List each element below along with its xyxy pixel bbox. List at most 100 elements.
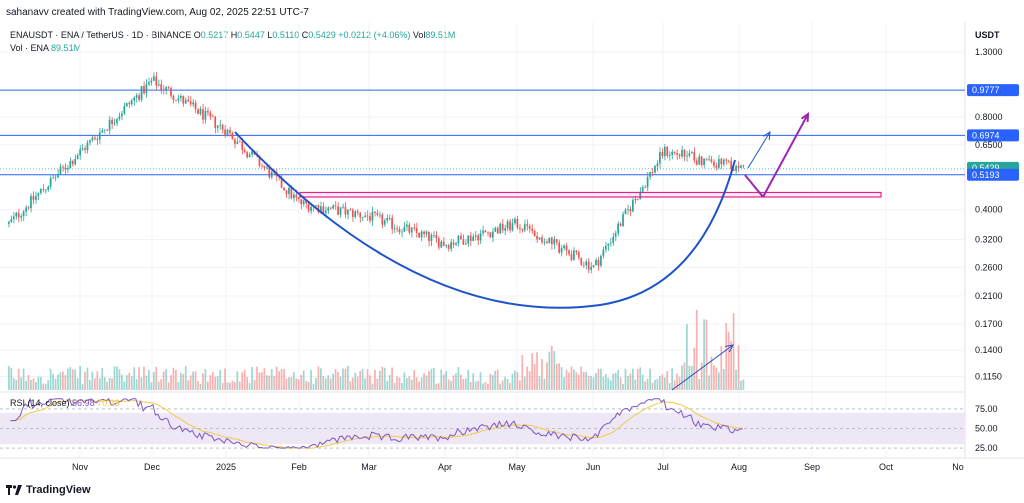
volume-bar xyxy=(312,383,315,390)
volume-trend-arrow-head xyxy=(725,344,734,353)
candle-body xyxy=(229,129,231,134)
volume-bar xyxy=(295,378,298,390)
price-tick-label: 0.2100 xyxy=(975,291,1003,301)
candle-body xyxy=(504,228,506,231)
currency-label[interactable]: USDT xyxy=(975,30,1000,40)
volume-bar xyxy=(455,373,457,390)
volume-bar xyxy=(243,370,246,390)
footer-brand[interactable]: TradingView xyxy=(6,484,91,496)
volume-bar xyxy=(580,366,583,390)
candle-body xyxy=(482,230,484,234)
volume-bar xyxy=(118,369,121,390)
volume-bar xyxy=(47,380,50,390)
volume-bar xyxy=(546,362,548,390)
candle-body xyxy=(538,237,541,240)
volume-bar xyxy=(437,383,440,390)
annotations[interactable] xyxy=(234,111,882,391)
volume-bar xyxy=(86,367,89,390)
volume-bar xyxy=(263,368,266,390)
candle-body xyxy=(401,231,403,233)
volume-bar xyxy=(629,373,632,390)
volume-bar xyxy=(123,381,126,390)
volume-bar xyxy=(214,376,217,390)
volume-bar xyxy=(334,368,337,390)
volume-bar xyxy=(209,375,212,390)
candle-body xyxy=(219,124,221,126)
projection-arrow-purple xyxy=(762,113,809,198)
candle-body xyxy=(710,159,713,162)
volume-bar xyxy=(651,382,654,390)
vol-value: 89.51M xyxy=(425,30,456,40)
candle-body xyxy=(654,166,656,173)
volume-bar xyxy=(612,373,615,390)
volume-legend[interactable]: Vol · ENA 89.51M xyxy=(10,43,81,53)
candle-body xyxy=(656,163,659,167)
candle-body xyxy=(383,220,386,225)
candle-body xyxy=(604,245,607,250)
candle-body xyxy=(202,108,204,120)
volume-bar xyxy=(631,368,634,390)
volume-bar xyxy=(700,362,703,390)
candle-body xyxy=(172,96,175,101)
price-label-box xyxy=(967,84,1019,97)
price-tick-label: 0.2600 xyxy=(975,262,1003,272)
vol-label: Vol xyxy=(412,30,426,40)
time-tick-label: Jun xyxy=(586,462,601,472)
candle-body xyxy=(263,165,266,168)
candle-body xyxy=(420,231,423,238)
candle-body xyxy=(15,212,18,217)
time-tick-label: Mar xyxy=(361,462,377,472)
volume-bar xyxy=(541,359,543,390)
volume-bar xyxy=(182,374,185,390)
candle-body xyxy=(337,206,339,215)
symbol-name[interactable]: ENAUSDT · ENA / TetherUS · 1D · BINANCE xyxy=(10,30,192,40)
candle-body xyxy=(130,100,133,105)
candle-body xyxy=(292,194,295,199)
candle-body xyxy=(477,235,479,241)
candle-body xyxy=(64,167,67,170)
volume-bar xyxy=(371,383,374,390)
time-tick-label: Sep xyxy=(804,462,820,472)
candle-body xyxy=(324,210,327,213)
volume-bar xyxy=(433,367,435,390)
volume-bar xyxy=(720,346,723,390)
volume-bar xyxy=(563,377,565,390)
volume-bar xyxy=(258,372,261,390)
candle-body xyxy=(722,159,725,165)
volume-bar xyxy=(49,368,52,390)
volume-bar xyxy=(148,369,150,390)
volume-bar xyxy=(442,374,445,390)
volume-bar xyxy=(477,380,479,390)
low-value: 0.5110 xyxy=(272,30,300,40)
volume-bar xyxy=(597,368,600,390)
rsi-ma-value: 70.33 xyxy=(97,398,120,408)
candle-body xyxy=(177,98,180,101)
candle-body xyxy=(192,102,194,105)
volume-bar xyxy=(440,369,443,390)
rsi-legend[interactable]: RSI (14, close) 56.98 70.33 xyxy=(10,398,120,408)
candle-body xyxy=(288,187,290,195)
volume-bar xyxy=(698,379,701,390)
candle-body xyxy=(138,95,140,100)
candle-body xyxy=(553,239,556,245)
volume-bar xyxy=(157,381,160,390)
candle-body xyxy=(514,218,516,224)
time-axis[interactable]: Nov Dec 2025 Feb Mar Apr May Jun Jul Aug Sep Oct No xyxy=(72,462,964,472)
time-tick-label: Feb xyxy=(291,462,307,472)
candle-body xyxy=(182,96,185,104)
candle-body xyxy=(103,129,106,131)
candle-body xyxy=(327,207,330,211)
volume-bar xyxy=(509,383,511,390)
candle-body xyxy=(351,209,354,218)
candle-body xyxy=(334,205,337,207)
volume-bar xyxy=(229,382,231,390)
price-axis[interactable]: 1.3000 0.8000 0.6500 0.4000 0.3200 0.2600 0.21… xyxy=(975,47,1003,453)
candle-body xyxy=(241,141,244,150)
volume-bar xyxy=(76,378,79,390)
volume-bar xyxy=(717,372,720,390)
volume-bar xyxy=(288,377,290,390)
candle-body xyxy=(450,242,452,249)
candle-body xyxy=(57,174,59,178)
